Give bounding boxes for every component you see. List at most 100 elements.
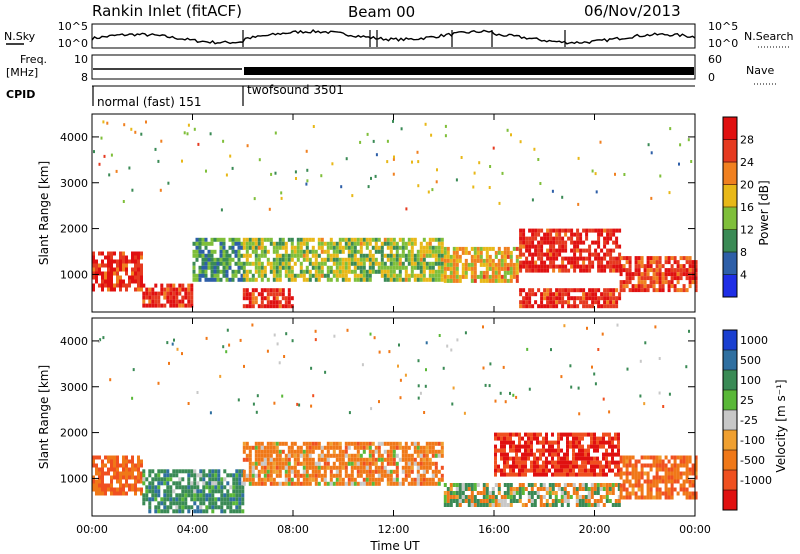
- heatmap-cell: [317, 473, 321, 478]
- heatmap-cell: [368, 461, 372, 466]
- heatmap-cell: [585, 256, 589, 261]
- heatmap-cell: [431, 441, 435, 446]
- heatmap-cell: [652, 455, 656, 460]
- heatmap-cell: [362, 465, 366, 470]
- heatmap-cell: [110, 153, 113, 157]
- heatmap-cell: [238, 489, 242, 494]
- heatmap-cell: [225, 249, 229, 254]
- heatmap-cell: [619, 475, 623, 480]
- heatmap-cell: [205, 336, 208, 340]
- heatmap-cell: [585, 236, 589, 241]
- heatmap-cell: [326, 441, 330, 446]
- heatmap-cell: [237, 257, 241, 262]
- heatmap-cell: [500, 440, 503, 445]
- heatmap-cell: [491, 246, 495, 251]
- heatmap-cell: [380, 453, 384, 458]
- heatmap-cell: [500, 468, 503, 473]
- heatmap-cell: [546, 236, 550, 241]
- heatmap-cell: [473, 262, 477, 267]
- heatmap-cell: [280, 196, 283, 200]
- heatmap-cell: [386, 453, 390, 458]
- heatmap-cell: [175, 485, 179, 490]
- heatmap-cell: [311, 449, 315, 454]
- heatmap-cell: [346, 328, 349, 332]
- heatmap-cell: [95, 271, 98, 276]
- heatmap-cell: [116, 259, 119, 264]
- heatmap-cell: [673, 276, 677, 281]
- heatmap-cell: [581, 444, 584, 449]
- heatmap-cell: [619, 288, 623, 293]
- heatmap-cell: [528, 304, 532, 309]
- heatmap-cell: [151, 481, 155, 486]
- heatmap-cell: [219, 374, 222, 378]
- heatmap-cell: [431, 253, 435, 258]
- heatmap-cell: [449, 491, 453, 495]
- heatmap-cell: [181, 497, 185, 502]
- heatmap-cell: [222, 273, 226, 278]
- heatmap-cell: [356, 273, 360, 278]
- heatmap-cell: [254, 473, 258, 478]
- heatmap-cell: [545, 499, 549, 503]
- heatmap-cell: [551, 452, 554, 457]
- heatmap-cell: [658, 487, 662, 492]
- heatmap-cell: [378, 400, 380, 404]
- heatmap-cell: [356, 449, 360, 454]
- heatmap-cell: [326, 449, 330, 454]
- heatmap-cell: [503, 464, 506, 469]
- heatmap-cell: [425, 441, 429, 446]
- heatmap-cell: [254, 265, 258, 270]
- heatmap-cell: [619, 487, 623, 492]
- heatmap-cell: [572, 448, 575, 453]
- heatmap-cell: [600, 268, 604, 273]
- heatmap-cell: [187, 485, 191, 490]
- heatmap-cell: [425, 469, 429, 474]
- heatmap-cell: [479, 274, 483, 279]
- heatmap-cell: [260, 296, 264, 301]
- heatmap-cell: [617, 444, 620, 449]
- heatmap-cell: [222, 261, 226, 266]
- heatmap-cell: [661, 280, 665, 285]
- heatmap-cell: [452, 483, 456, 487]
- heatmap-cell: [344, 469, 348, 474]
- heatmap-cell: [419, 265, 423, 270]
- heatmap-cell: [557, 452, 560, 457]
- heatmap-cell: [278, 469, 282, 474]
- heatmap-cell: [603, 244, 607, 249]
- heatmap-cell: [290, 453, 294, 458]
- heatmap-cell: [305, 461, 309, 466]
- heatmap-cell: [299, 249, 303, 254]
- heatmap-cell: [202, 473, 206, 478]
- heatmap-cell: [557, 460, 560, 465]
- heatmap-cell: [187, 509, 191, 514]
- heatmap-cell: [193, 473, 197, 478]
- heatmap-cell: [485, 258, 489, 263]
- heatmap-cell: [359, 261, 363, 266]
- heatmap-cell: [359, 469, 363, 474]
- heatmap-cell: [254, 261, 258, 266]
- heatmap-cell: [263, 249, 267, 254]
- heatmap-cell: [184, 287, 188, 292]
- heatmap-cell: [449, 274, 453, 279]
- heatmap-cell: [122, 475, 125, 480]
- heatmap-cell: [356, 465, 360, 470]
- heatmap-cell: [440, 473, 444, 478]
- heatmap-cell: [101, 475, 104, 480]
- heatmap-cell: [413, 477, 417, 482]
- heatmap-cell: [232, 481, 236, 486]
- heatmap-cell: [157, 159, 160, 163]
- heatmap-cell: [470, 483, 474, 487]
- heatmap-cell: [655, 276, 659, 281]
- heatmap-cell: [326, 481, 330, 486]
- heatmap-cell: [172, 473, 176, 478]
- heatmap-cell: [590, 460, 593, 465]
- heatmap-cell: [190, 299, 194, 304]
- heatmap-cell: [157, 501, 161, 506]
- heatmap-cell: [634, 471, 638, 476]
- heatmap-cell: [380, 441, 384, 446]
- heatmap-cell: [193, 485, 197, 490]
- heatmap-cell: [591, 228, 595, 233]
- heatmap-cell: [260, 292, 264, 297]
- heatmap-cell: [110, 255, 113, 260]
- heatmap-cell: [208, 469, 212, 474]
- heatmap-cell: [452, 491, 456, 495]
